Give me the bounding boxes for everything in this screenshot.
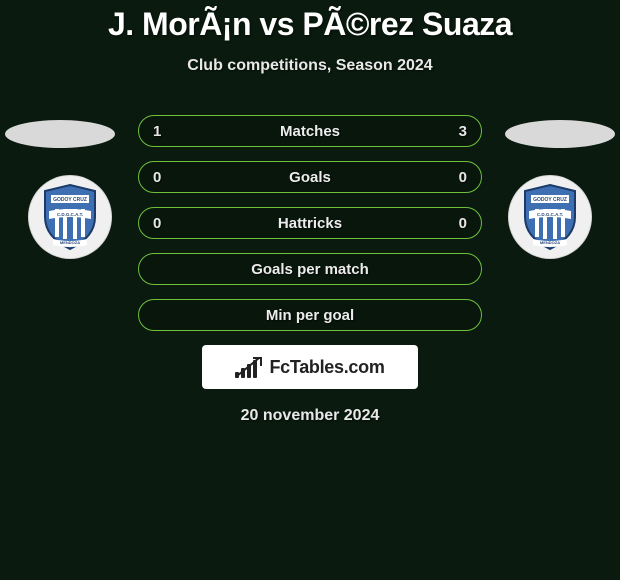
page-title: J. MorÃ¡n vs PÃ©rez Suaza [0, 6, 620, 43]
club-right-shield-icon: GODOY CRUZ C.D.G.C.A.T. MENDOZA [521, 183, 579, 251]
svg-text:GODOY CRUZ: GODOY CRUZ [533, 197, 567, 203]
shield-bottom-text: MENDOZA [60, 240, 80, 245]
stat-right-value: 0 [447, 169, 467, 186]
club-left-badge: GODOY CRUZ C.D.G.C.A.T. MENDOZA [28, 175, 112, 259]
content-region: GODOY CRUZ C.D.G.C.A.T. MENDOZA GODOY CR… [0, 115, 620, 425]
footer-date: 20 november 2024 [0, 407, 620, 425]
stat-right-value: 3 [447, 123, 467, 140]
svg-text:C.D.G.C.A.T.: C.D.G.C.A.T. [537, 212, 563, 217]
shield-mid-text: C.D.G.C.A.T. [57, 212, 83, 217]
stat-label: Matches [280, 123, 340, 140]
stat-left-value: 0 [153, 169, 173, 186]
brand-text: FcTables.com [269, 357, 384, 378]
player-left-avatar [5, 120, 115, 148]
club-left-shield-icon: GODOY CRUZ C.D.G.C.A.T. MENDOZA [41, 183, 99, 251]
stat-left-value: 1 [153, 123, 173, 140]
stat-row-hattricks: 0 Hattricks 0 [138, 207, 482, 239]
stat-row-min-per-goal: Min per goal [138, 299, 482, 331]
brand-box: FcTables.com [202, 345, 418, 389]
stat-label: Hattricks [278, 215, 342, 232]
stat-right-value: 0 [447, 215, 467, 232]
header: J. MorÃ¡n vs PÃ©rez Suaza Club competiti… [0, 0, 620, 75]
page-subtitle: Club competitions, Season 2024 [0, 57, 620, 75]
club-right-badge: GODOY CRUZ C.D.G.C.A.T. MENDOZA [508, 175, 592, 259]
stat-label: Goals [289, 169, 331, 186]
stat-left-value: 0 [153, 215, 173, 232]
svg-text:MENDOZA: MENDOZA [540, 240, 560, 245]
stat-label: Goals per match [251, 261, 369, 278]
stat-label: Min per goal [266, 307, 354, 324]
stat-row-goals-per-match: Goals per match [138, 253, 482, 285]
shield-top-text: GODOY CRUZ [53, 197, 87, 203]
stats-list: 1 Matches 3 0 Goals 0 0 Hattricks 0 Goal… [138, 115, 482, 331]
stat-row-matches: 1 Matches 3 [138, 115, 482, 147]
player-right-avatar [505, 120, 615, 148]
stat-row-goals: 0 Goals 0 [138, 161, 482, 193]
fctables-logo-icon [235, 356, 263, 378]
